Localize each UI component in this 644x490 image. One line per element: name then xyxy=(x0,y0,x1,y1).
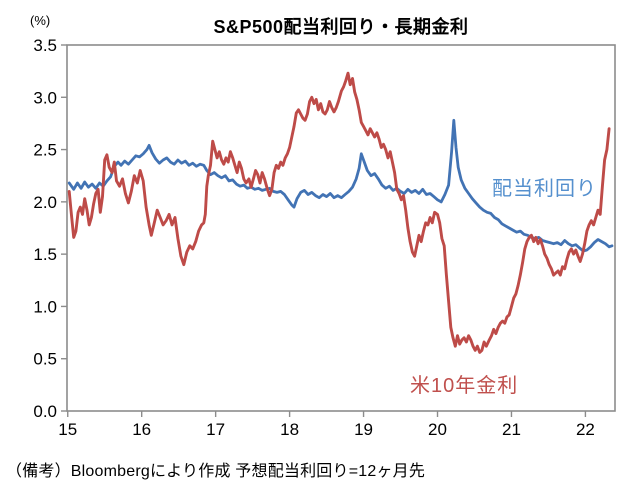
source-note: （備考）Bloombergにより作成 予想配当利回り=12ヶ月先 xyxy=(6,463,426,480)
x-tick-label: 22 xyxy=(576,420,595,439)
y-tick-label: 0.0 xyxy=(33,402,57,421)
y-tick-label: 1.5 xyxy=(33,245,57,264)
y-tick-label: 0.5 xyxy=(33,350,57,369)
us-10y-yield-line xyxy=(67,71,611,354)
legend-label-dividend-yield: 配当利回り xyxy=(492,178,597,200)
x-tick-label: 15 xyxy=(58,420,77,439)
legend-label-us-10y: 米10年金利 xyxy=(410,375,519,397)
y-tick-label: 3.0 xyxy=(33,88,57,107)
y-axis-unit-label: (%) xyxy=(30,13,51,28)
y-tick-label: 2.5 xyxy=(33,141,57,160)
y-tick-label: 2.0 xyxy=(33,193,57,212)
x-tick-label: 18 xyxy=(280,420,299,439)
x-tick-label: 19 xyxy=(354,420,373,439)
x-tick-label: 20 xyxy=(428,420,447,439)
x-tick-label: 17 xyxy=(206,420,225,439)
x-tick-label: 16 xyxy=(132,420,151,439)
chart-title: S&P500配当利回り・長期金利 xyxy=(213,17,469,37)
y-tick-label: 1.0 xyxy=(33,297,57,316)
x-tick-label: 21 xyxy=(502,420,521,439)
plot-border xyxy=(66,44,616,412)
dividend-yield-line xyxy=(67,118,614,253)
y-tick-label: 3.5 xyxy=(33,36,57,55)
